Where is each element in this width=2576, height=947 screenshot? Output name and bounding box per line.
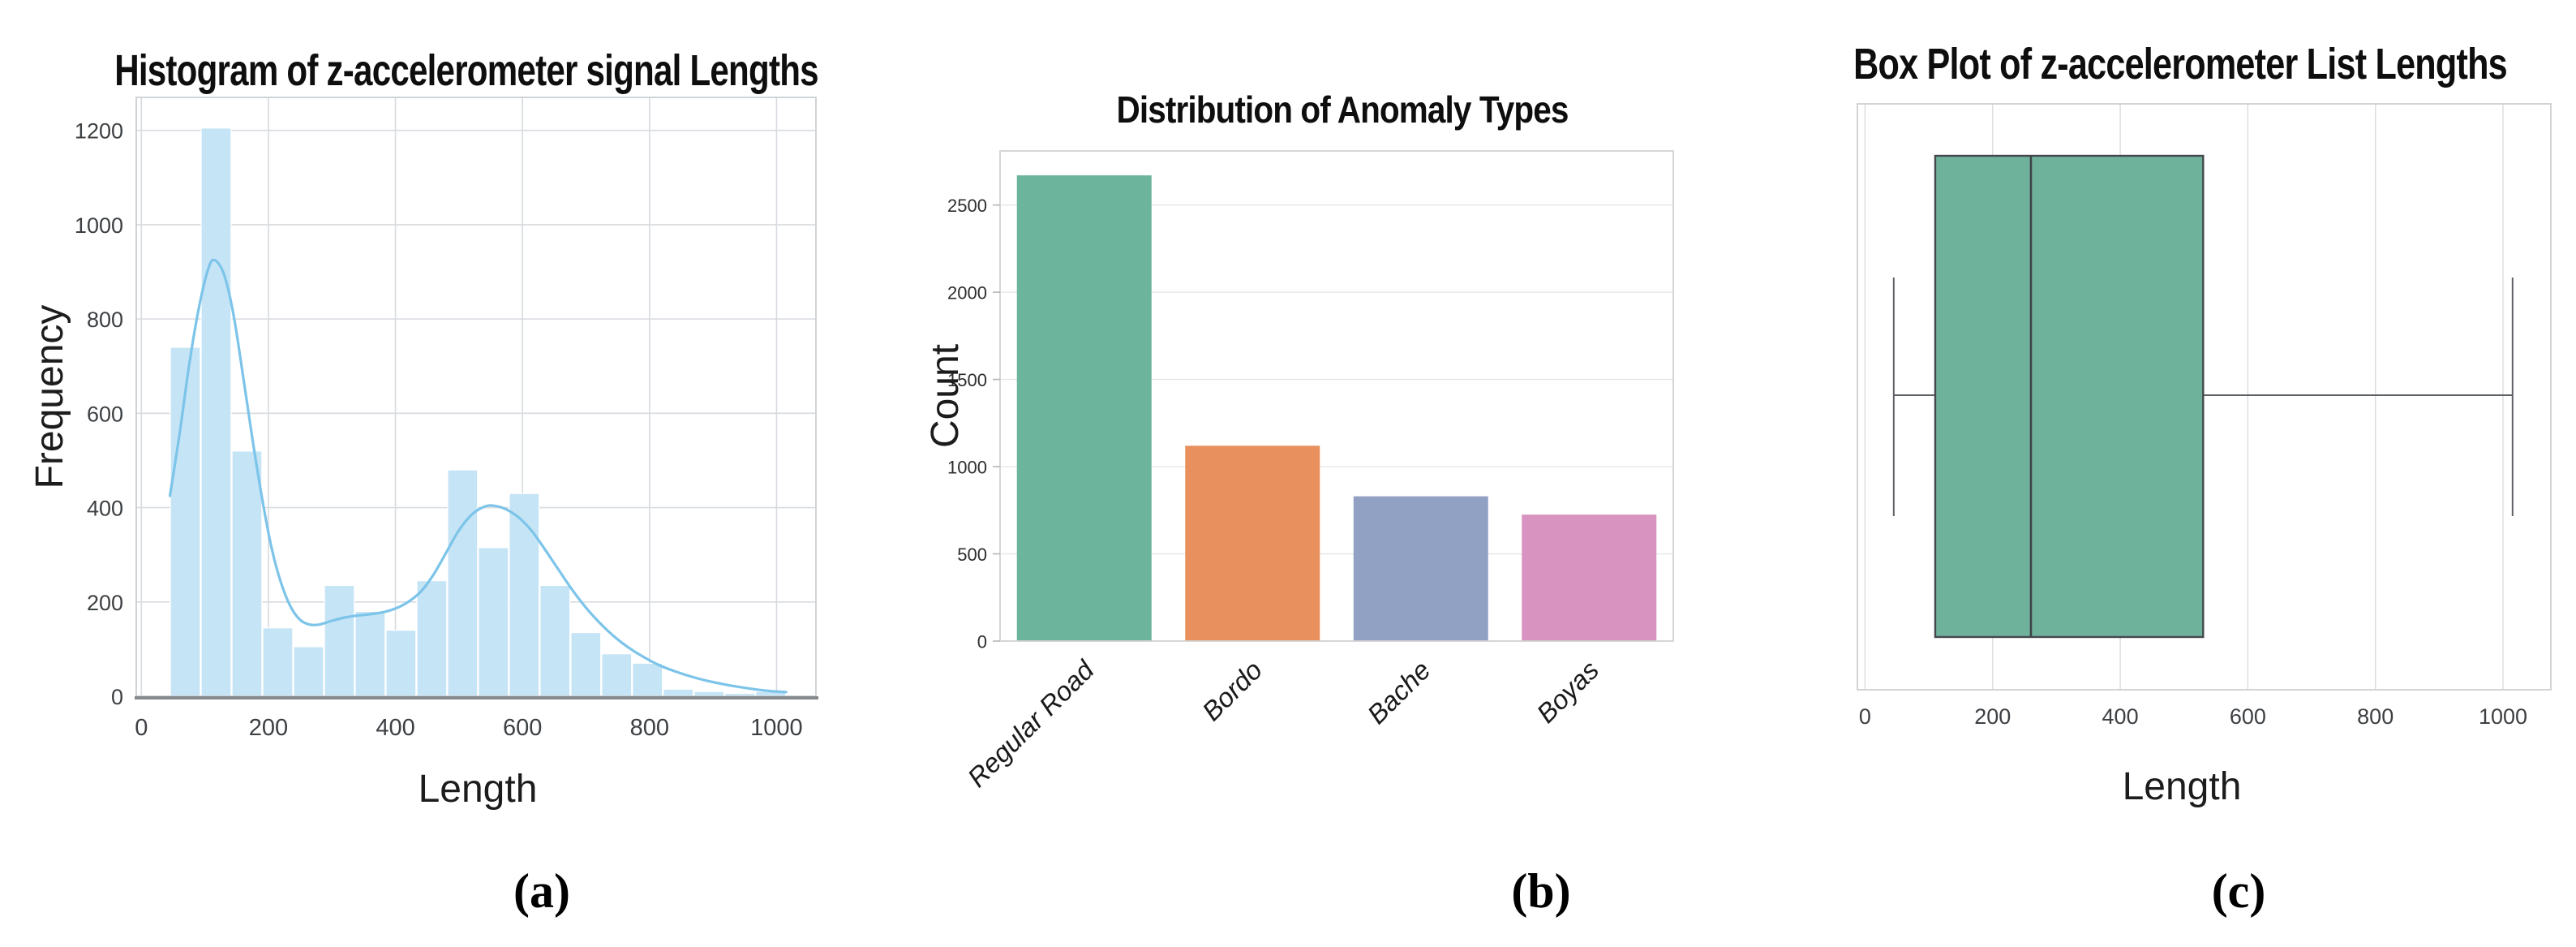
histogram-bar bbox=[231, 450, 263, 697]
caption-b: (b) bbox=[1511, 864, 1571, 918]
plot-frame bbox=[999, 150, 1674, 642]
x-tick-label: 200 bbox=[249, 715, 288, 741]
x-tick-label: 400 bbox=[2102, 704, 2139, 729]
category-bar bbox=[1016, 175, 1152, 641]
category-bar bbox=[1185, 446, 1320, 641]
panel-box-plot: 0 200 400 600 800 1000 Box Plot of z-accelero… bbox=[1792, 0, 2576, 947]
histogram-bar bbox=[354, 610, 386, 697]
y-tick-label: 1000 bbox=[75, 213, 123, 238]
x-tick-label: 400 bbox=[376, 715, 414, 741]
category-tick-label: Boyas bbox=[1531, 655, 1604, 729]
y-tick-label: 1500 bbox=[947, 370, 987, 390]
x-tick-label: 600 bbox=[2230, 704, 2266, 729]
y-tick-label: 500 bbox=[957, 545, 987, 565]
y-tick-label: 1000 bbox=[947, 458, 987, 478]
histogram-bar bbox=[293, 646, 324, 697]
bar-chart-plot: 0 500 1000 1500 2000 2500 Regular Road Bordo Bac… bbox=[947, 150, 1674, 793]
box-plot-x-axis-label: Length bbox=[2122, 765, 2242, 808]
caption-c: (c) bbox=[2211, 864, 2266, 918]
y-tick-label: 1200 bbox=[75, 119, 123, 144]
y-tick-label: 2000 bbox=[947, 283, 987, 303]
histogram-bar bbox=[663, 688, 694, 697]
histogram-bar bbox=[262, 627, 294, 697]
histogram-bar bbox=[632, 662, 663, 697]
y-tick-label: 800 bbox=[87, 308, 123, 332]
histogram-bar bbox=[200, 127, 232, 697]
box bbox=[1934, 154, 2205, 639]
histogram-bar bbox=[601, 653, 633, 697]
y-tick-label: 2500 bbox=[947, 196, 987, 216]
x-tick-label: 0 bbox=[1859, 704, 1871, 729]
histogram-bar bbox=[324, 584, 355, 697]
category-tick-label: Bordo bbox=[1196, 655, 1268, 726]
y-tick-label: 400 bbox=[87, 497, 123, 521]
y-tick-label: 200 bbox=[87, 591, 123, 615]
panel-bar-chart: 0 500 1000 1500 2000 2500 Regular Road Bordo Bac… bbox=[892, 0, 1792, 947]
histogram-plot: 0 200 400 600 800 1000 1200 0 200 400 600 800 1000 bbox=[75, 97, 818, 741]
histogram-title: Histogram of z-accelerometer signal Leng… bbox=[114, 46, 818, 95]
box-plot: 0 200 400 600 800 1000 bbox=[1857, 103, 2552, 729]
x-tick-label: 800 bbox=[2357, 704, 2394, 729]
histogram-bar bbox=[539, 584, 571, 697]
x-tick-label: 0 bbox=[135, 715, 148, 741]
histogram-x-axis-label: Length bbox=[418, 768, 538, 811]
histogram-bar bbox=[570, 631, 602, 697]
y-tick-label: 0 bbox=[977, 632, 987, 652]
x-tick-label: 1000 bbox=[2479, 704, 2527, 729]
plot-frame bbox=[1857, 103, 2552, 691]
histogram-bar bbox=[416, 580, 448, 697]
bar-chart-y-axis-label: Count bbox=[924, 343, 967, 449]
category-bar bbox=[1522, 514, 1657, 641]
category-tick-label: Bache bbox=[1361, 655, 1436, 730]
box-plot-title: Box Plot of z-accelerometer List Lengths bbox=[1853, 40, 2508, 88]
category-bar bbox=[1353, 496, 1488, 641]
histogram-y-axis-label: Frequency bbox=[28, 304, 71, 489]
caption-a: (a) bbox=[513, 864, 570, 918]
histogram-bar bbox=[170, 347, 201, 697]
y-tick-label: 0 bbox=[111, 685, 123, 709]
kde-curve bbox=[168, 258, 788, 694]
histogram-bar bbox=[385, 630, 417, 697]
x-tick-label: 600 bbox=[503, 715, 542, 741]
histogram-bar bbox=[447, 469, 479, 697]
x-tick-label: 800 bbox=[630, 715, 669, 741]
histogram-bar bbox=[478, 547, 509, 697]
y-tick-label: 600 bbox=[87, 402, 123, 426]
histogram-bar bbox=[509, 493, 540, 697]
panel-histogram: 0 200 400 600 800 1000 1200 0 200 400 600 800 1000 H… bbox=[0, 0, 892, 947]
x-tick-label: 1000 bbox=[750, 715, 803, 741]
category-tick-label: Regular Road bbox=[962, 654, 1101, 793]
bar-chart-title: Distribution of Anomaly Types bbox=[1116, 88, 1569, 131]
x-tick-label: 200 bbox=[1974, 704, 2011, 729]
